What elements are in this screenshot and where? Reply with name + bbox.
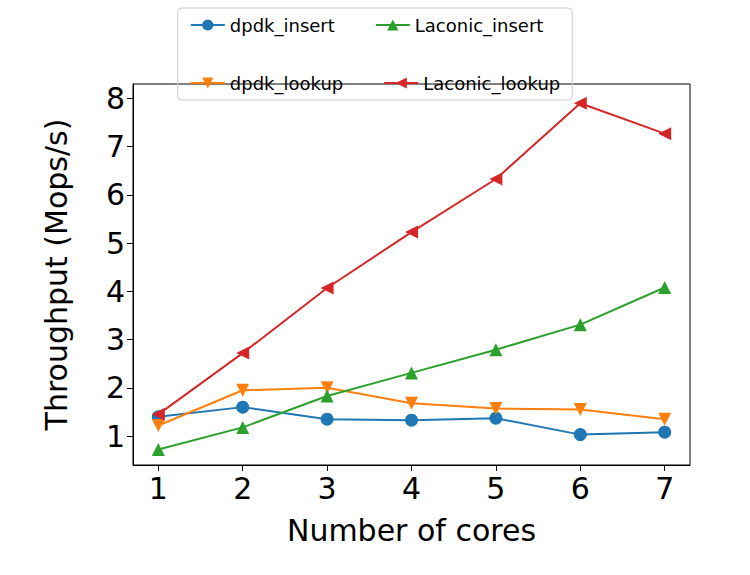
- svg-text:4: 4: [402, 471, 421, 506]
- svg-text:dpdk_insert: dpdk_insert: [230, 15, 335, 37]
- svg-text:6: 6: [106, 177, 125, 212]
- svg-text:7: 7: [655, 471, 674, 506]
- svg-text:2: 2: [106, 370, 125, 405]
- svg-text:2: 2: [233, 471, 252, 506]
- svg-text:Laconic_lookup: Laconic_lookup: [423, 73, 560, 95]
- svg-text:5: 5: [486, 471, 505, 506]
- svg-text:1: 1: [106, 419, 125, 454]
- svg-text:5: 5: [106, 226, 125, 261]
- svg-text:1: 1: [149, 471, 168, 506]
- svg-text:8: 8: [106, 81, 125, 116]
- svg-text:Number of cores: Number of cores: [287, 513, 536, 548]
- svg-text:Throughput (Mops/s): Throughput (Mops/s): [39, 119, 74, 432]
- svg-text:3: 3: [318, 471, 337, 506]
- svg-text:dpdk_lookup: dpdk_lookup: [230, 73, 343, 95]
- svg-text:4: 4: [106, 274, 125, 309]
- svg-text:3: 3: [106, 322, 125, 357]
- svg-text:6: 6: [571, 471, 590, 506]
- svg-text:7: 7: [106, 129, 125, 164]
- svg-text:Laconic_insert: Laconic_insert: [415, 15, 544, 37]
